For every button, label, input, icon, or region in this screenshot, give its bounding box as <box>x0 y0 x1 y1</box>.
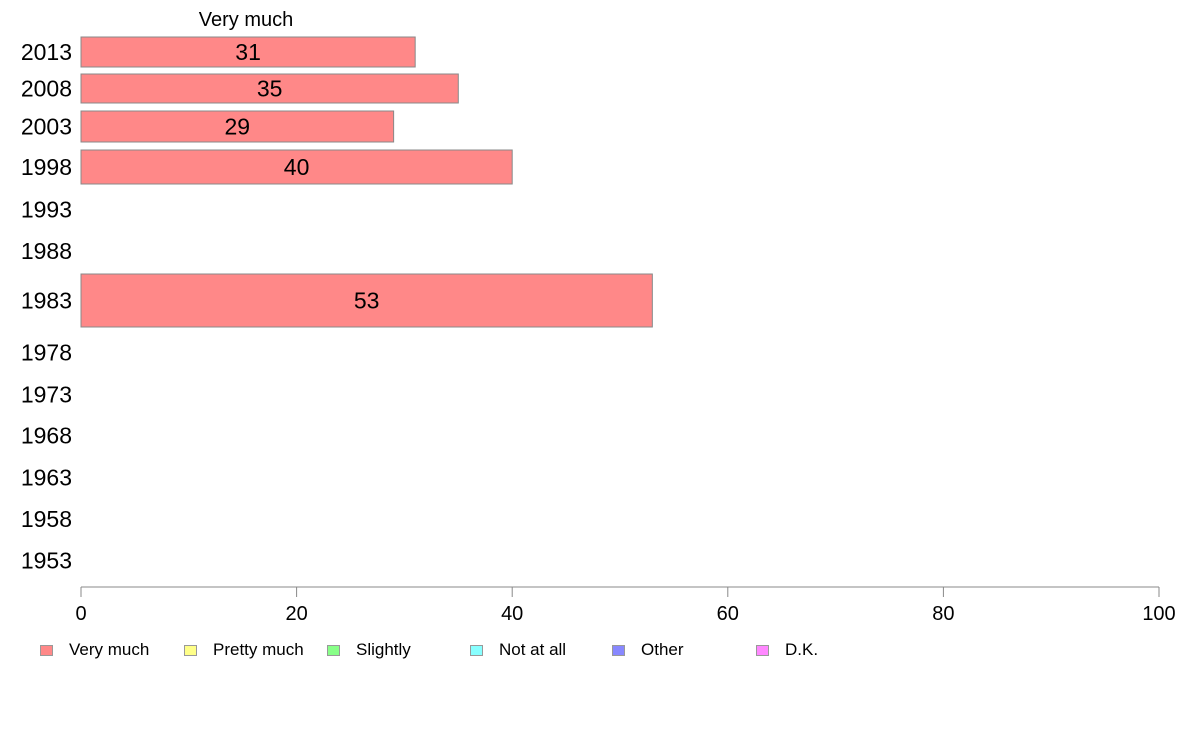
legend-swatch <box>470 644 483 656</box>
legend: Very much Pretty much Slightly Not at all Ot… <box>40 640 1140 660</box>
bar <box>80 149 513 185</box>
x-tick-label: 40 <box>501 603 523 625</box>
category-label: 2008 <box>21 76 72 102</box>
data-label: 40 <box>284 154 310 180</box>
bar <box>80 273 653 328</box>
bar <box>80 73 459 104</box>
legend-label: Pretty much <box>213 640 304 659</box>
bar <box>80 36 416 68</box>
legend-item: D.K. <box>756 640 818 660</box>
category-label: 2013 <box>21 39 72 65</box>
legend-item: Slightly <box>327 640 411 660</box>
category-label: 1968 <box>21 423 72 449</box>
data-label: 31 <box>235 39 261 65</box>
x-tick-label: 80 <box>932 603 954 625</box>
category-label: 1998 <box>21 154 72 180</box>
legend-label: Other <box>641 640 684 659</box>
x-tick-label: 20 <box>285 603 307 625</box>
category-label: 1973 <box>21 382 72 408</box>
column-header: Very much <box>199 9 293 31</box>
legend-item: Not at all <box>470 640 566 660</box>
data-label: 35 <box>257 76 283 102</box>
category-label: 1978 <box>21 340 72 366</box>
legend-swatch <box>756 644 769 656</box>
legend-item: Pretty much <box>184 640 304 660</box>
category-label: 1988 <box>21 238 72 264</box>
legend-item: Very much <box>40 640 149 660</box>
category-label: 1958 <box>21 506 72 532</box>
data-label: 53 <box>354 288 380 314</box>
legend-label: Not at all <box>499 640 567 659</box>
legend-swatch <box>327 644 340 656</box>
bar <box>80 110 395 143</box>
x-tick-label: 0 <box>75 603 86 625</box>
x-tick-label: 60 <box>717 603 739 625</box>
category-label: 1963 <box>21 465 72 491</box>
legend-swatch <box>40 644 53 656</box>
legend-swatch <box>612 644 625 656</box>
legend-label: Very much <box>69 640 150 659</box>
category-label: 1993 <box>21 197 72 223</box>
category-label: 1953 <box>21 548 72 574</box>
data-label: 29 <box>225 114 251 140</box>
category-label: 2003 <box>21 114 72 140</box>
legend-item: Other <box>612 640 684 660</box>
legend-swatch <box>184 644 197 656</box>
legend-label: D.K. <box>785 640 819 659</box>
x-tick-label: 100 <box>1142 603 1175 625</box>
category-label: 1983 <box>21 288 72 314</box>
legend-label: Slightly <box>356 640 411 659</box>
